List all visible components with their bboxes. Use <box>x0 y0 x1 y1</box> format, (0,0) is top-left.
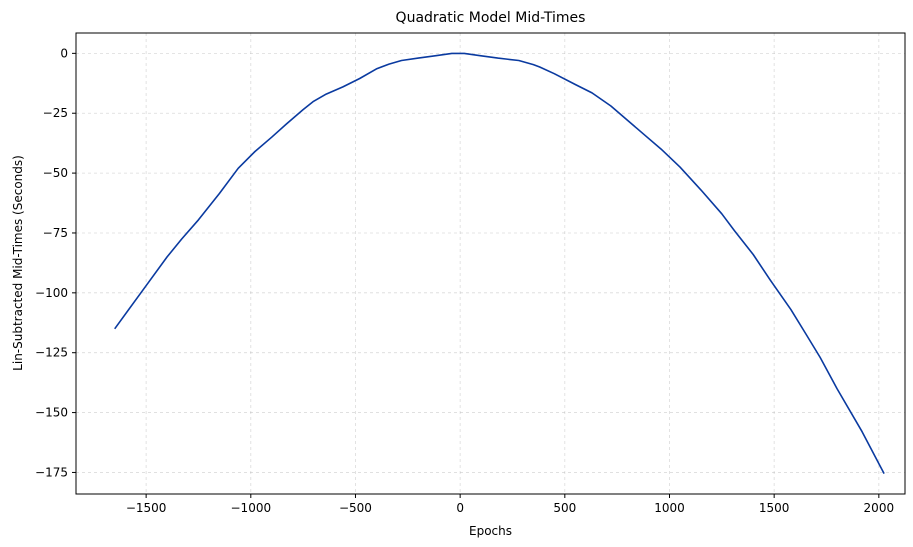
plot-frame <box>75 32 906 495</box>
y-tick-label: −175 <box>35 465 68 479</box>
grid-lines <box>76 33 905 494</box>
y-tick-label: 0 <box>60 46 68 60</box>
y-tick-label: −125 <box>35 346 68 360</box>
y-axis-ticks: 0 −25 −50 −75 −100 −125 −150 −175 <box>35 46 76 479</box>
chart-title: Quadratic Model Mid-Times <box>396 10 586 26</box>
y-tick-label: −75 <box>43 226 68 240</box>
y-tick-label: −25 <box>43 106 68 120</box>
x-axis-ticks: −1500 −1000 −500 0 500 1000 1500 2000 <box>126 494 894 515</box>
y-tick-label: −50 <box>43 166 68 180</box>
x-tick-label: 1500 <box>759 501 790 515</box>
x-tick-label: −1500 <box>126 501 167 515</box>
x-tick-label: 1000 <box>654 501 685 515</box>
x-tick-label: −500 <box>339 501 372 515</box>
x-tick-label: 500 <box>553 501 576 515</box>
y-axis-label: Lin-Subtracted Mid-Times (Seconds) <box>11 155 25 371</box>
y-tick-label: −100 <box>35 286 68 300</box>
y-tick-label: −150 <box>35 406 68 420</box>
series-line <box>114 52 885 474</box>
x-axis-label: Epochs <box>469 524 512 538</box>
x-tick-label: 2000 <box>864 501 895 515</box>
x-tick-label: −1000 <box>231 501 272 515</box>
x-tick-label: 0 <box>456 501 464 515</box>
